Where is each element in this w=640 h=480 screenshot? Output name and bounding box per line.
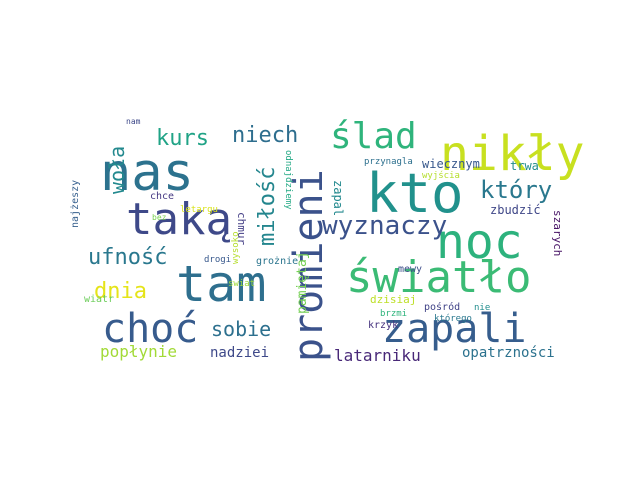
- word-cloud-word: woła: [105, 146, 129, 194]
- word-cloud-word: miłość: [255, 167, 280, 246]
- word-cloud-word: dzisiaj: [370, 293, 416, 306]
- word-cloud-word: przynagla: [364, 157, 413, 167]
- word-cloud-word: światło: [346, 252, 531, 303]
- word-cloud-word: popłynie: [100, 342, 177, 361]
- word-cloud-word: który: [480, 176, 552, 204]
- word-cloud-word: kurs: [156, 126, 209, 151]
- word-cloud-word: kto: [366, 162, 464, 225]
- word-cloud-word: szarych: [551, 210, 564, 256]
- word-cloud-word: nas: [100, 143, 194, 203]
- word-cloud-word: drogi: [204, 255, 231, 265]
- word-cloud-word: wiecznym: [422, 157, 480, 171]
- word-cloud-word: nam: [126, 117, 141, 126]
- word-cloud-word: wyznaczy: [322, 211, 447, 241]
- word-cloud-word: zapal: [331, 180, 345, 216]
- word-cloud-word: nikły: [440, 126, 585, 182]
- word-cloud-word: taką: [126, 194, 232, 245]
- word-cloud-word: brzmi: [380, 309, 407, 319]
- word-cloud-word: trwa: [510, 159, 539, 173]
- word-cloud-word: letargu: [180, 205, 218, 215]
- word-cloud-word: nadziei: [210, 345, 269, 361]
- word-cloud-word: zbudzić: [490, 203, 541, 217]
- word-cloud-word: którego: [434, 313, 472, 324]
- word-cloud-word: latarniku: [334, 346, 421, 365]
- word-cloud-word: wiatr: [84, 294, 114, 305]
- word-cloud-word: noc: [436, 214, 523, 270]
- word-cloud-word: pośród: [424, 301, 460, 313]
- word-cloud-word: tam: [176, 255, 266, 313]
- word-cloud-word: mewy: [398, 264, 422, 275]
- word-cloud-word: pamiętaj: [295, 251, 310, 314]
- word-cloud-word: sobie: [211, 317, 271, 341]
- word-cloud-word: ufność: [88, 245, 167, 270]
- word-cloud-word: niech: [232, 123, 298, 148]
- word-cloud-word: ślad: [330, 116, 417, 157]
- word-cloud-word: opatrzności: [462, 345, 555, 361]
- word-cloud-word: najżeszy: [70, 180, 81, 228]
- word-cloud-word: dnia: [94, 279, 147, 304]
- word-cloud-word: swiat: [228, 279, 255, 289]
- word-cloud-word: krzyk: [368, 320, 398, 331]
- word-cloud-word: choć: [102, 306, 198, 352]
- word-cloud-word: odnajdziemy: [283, 150, 293, 210]
- word-cloud-word: bez: [152, 213, 167, 222]
- word-cloud-word: chmur: [235, 212, 248, 245]
- word-cloud-word: promieni: [286, 169, 332, 362]
- word-cloud-word: wyjścia: [422, 170, 460, 181]
- word-cloud-word: nie: [474, 303, 490, 313]
- word-cloud-word: chce: [150, 191, 174, 202]
- word-cloud-word: wysoko: [231, 231, 241, 264]
- word-cloud-word: grożnie: [256, 256, 298, 267]
- word-cloud-word: zapali: [382, 306, 527, 352]
